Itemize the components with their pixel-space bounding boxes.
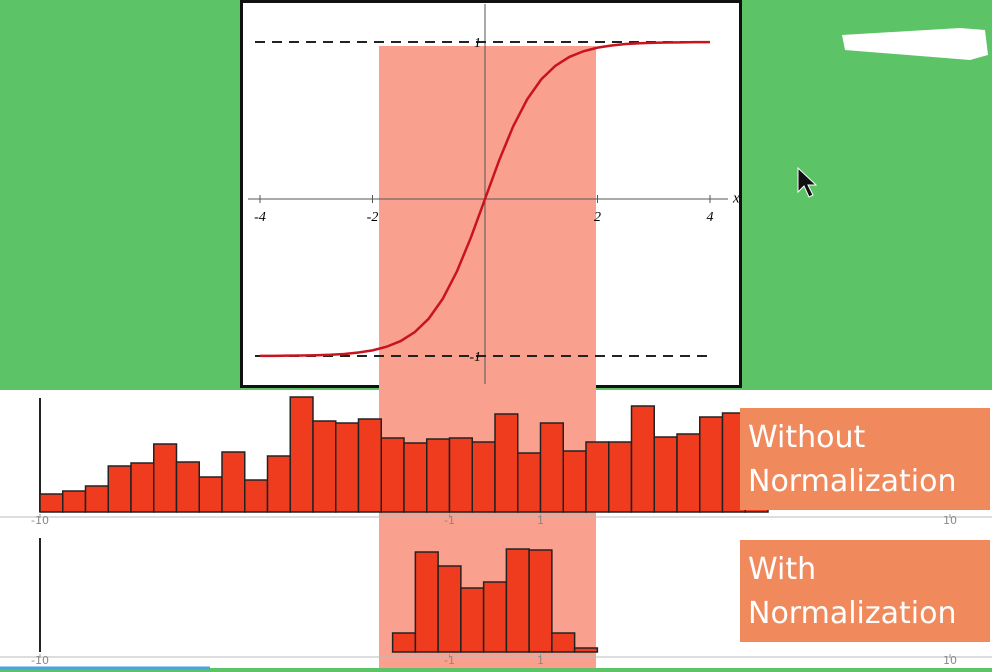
bar: [130, 462, 155, 513]
x-tick-label: -4: [254, 210, 266, 225]
bar: [562, 450, 587, 513]
bar: [62, 490, 87, 513]
bar: [437, 565, 462, 653]
bar: [289, 396, 314, 513]
bar: [357, 418, 382, 513]
x-axis-label: x: [732, 190, 740, 206]
bar: [380, 437, 405, 513]
bar: [494, 413, 519, 513]
label-box: With Normalization: [740, 540, 990, 642]
bar: [505, 548, 530, 653]
y-tick-label: -1: [469, 350, 481, 365]
bar: [517, 452, 542, 513]
x-tick-label: 2: [594, 210, 601, 225]
bar: [585, 441, 610, 513]
bar: [471, 441, 496, 513]
bar: [335, 422, 360, 513]
x-tick-label: 10: [943, 514, 957, 527]
x-tick-label: -10: [31, 654, 49, 667]
bar: [448, 437, 473, 513]
x-tick-label: 4: [707, 210, 714, 225]
scribble: [842, 28, 988, 60]
bar: [653, 436, 678, 513]
bar: [539, 422, 564, 513]
bar: [608, 441, 633, 513]
bar: [414, 551, 439, 653]
bar: [175, 461, 200, 513]
bar: [573, 647, 599, 653]
bar: [107, 465, 132, 513]
plots: x -4 -2 2 4 -1 1 -10 -1 1 10 -10 -1 1 10: [0, 4, 992, 667]
cursor: [797, 166, 818, 198]
bar: [528, 549, 553, 653]
bar: [699, 416, 724, 513]
bar: [198, 476, 223, 513]
x-tick-label: -10: [31, 514, 49, 527]
bar: [312, 420, 337, 513]
x-tick-label: 1: [537, 654, 544, 667]
bar: [482, 581, 508, 653]
bar: [551, 632, 576, 653]
x-tick-label: -1: [444, 654, 455, 667]
bar: [630, 405, 655, 513]
x-tick-label: -2: [367, 210, 379, 225]
bar: [460, 587, 485, 653]
bar: [391, 632, 417, 653]
bar: [676, 433, 701, 513]
bar: [221, 451, 246, 513]
bar: [39, 493, 64, 513]
bar: [84, 485, 109, 513]
bar: [153, 443, 178, 513]
x-tick-label: 1: [537, 514, 544, 527]
label-box: Without Normalization: [740, 408, 990, 510]
bar: [403, 442, 428, 513]
bar: [426, 438, 451, 513]
x-tick-label: 10: [943, 654, 957, 667]
bar: [244, 479, 269, 513]
bar: [266, 455, 291, 513]
line: [260, 40, 710, 358]
y-tick-label: 1: [474, 36, 481, 51]
x-tick-label: -1: [444, 514, 455, 527]
